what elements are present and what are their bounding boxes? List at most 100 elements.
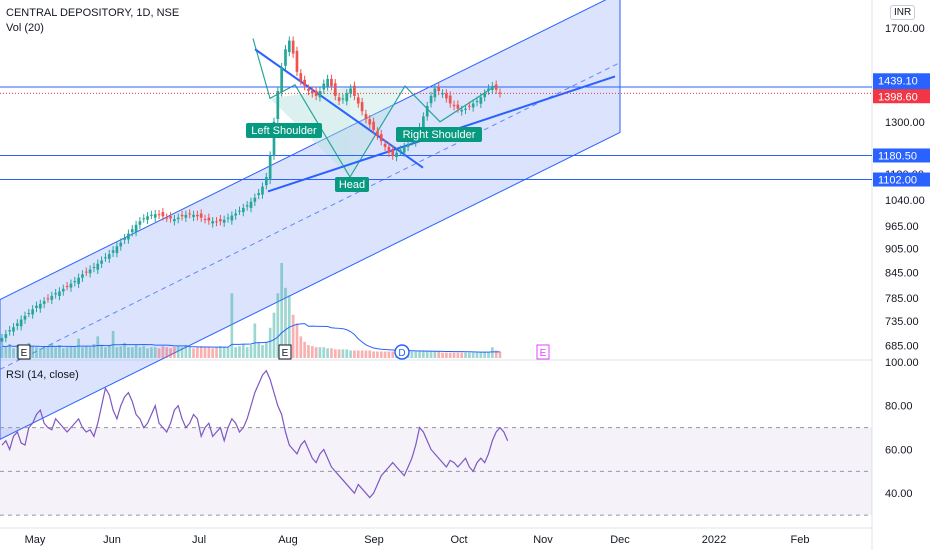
rsi-tick-label: 100.00 bbox=[885, 357, 919, 369]
time-tick-label: Dec bbox=[610, 534, 630, 546]
volume-bar bbox=[414, 351, 418, 358]
pattern-label: Head bbox=[339, 179, 365, 191]
price-tick-label: 845.00 bbox=[885, 267, 919, 279]
volume-bar bbox=[123, 342, 126, 358]
event-marker-label: E bbox=[282, 348, 289, 359]
volume-bar bbox=[199, 346, 203, 358]
volume-bar bbox=[372, 351, 375, 358]
candle-body bbox=[402, 146, 406, 153]
volume-bar bbox=[150, 347, 153, 358]
candle-body bbox=[127, 233, 130, 240]
pattern-labels: Left Shoulder Head Right Shoulder bbox=[246, 123, 482, 192]
candle-body bbox=[134, 224, 138, 232]
candle-body bbox=[54, 293, 57, 295]
event-marker-label: D bbox=[398, 348, 405, 359]
volume-bar bbox=[138, 347, 142, 358]
candle-body bbox=[241, 207, 245, 213]
volume-bar bbox=[69, 346, 73, 358]
volume-bar bbox=[441, 352, 444, 358]
volume-bar bbox=[169, 348, 172, 358]
candle-body bbox=[245, 205, 249, 207]
volume-bar bbox=[487, 352, 490, 358]
regression-channel bbox=[0, 0, 621, 440]
candle-body bbox=[46, 298, 50, 300]
volume-bar bbox=[264, 341, 268, 358]
candle-body bbox=[207, 217, 211, 221]
pattern-label: Right Shoulder bbox=[403, 129, 476, 141]
candle-body bbox=[257, 193, 261, 195]
candle-body bbox=[27, 313, 31, 315]
candle-body bbox=[487, 88, 490, 91]
volume-bar bbox=[119, 346, 123, 358]
time-axis: May Jun Jul Aug Sep Oct Nov Dec 2022 Feb bbox=[25, 534, 810, 546]
volume-bar bbox=[322, 347, 326, 358]
candle-body bbox=[345, 93, 349, 102]
volume-bar bbox=[383, 351, 387, 358]
candle-body bbox=[422, 116, 425, 131]
event-marker-label: E bbox=[21, 348, 28, 359]
candle-body bbox=[219, 219, 222, 222]
volume-bar bbox=[230, 293, 234, 358]
candle-body bbox=[441, 93, 444, 95]
volume-legend: Vol (20) bbox=[6, 22, 44, 34]
volume-bar bbox=[92, 343, 96, 358]
candle-body bbox=[479, 97, 483, 104]
candle-body bbox=[475, 100, 479, 103]
volume-ma-line bbox=[1, 323, 501, 353]
volume-bar bbox=[337, 349, 341, 358]
time-tick-label: Jun bbox=[103, 534, 121, 546]
volume-bar bbox=[326, 348, 329, 358]
volume-bar bbox=[291, 314, 295, 358]
volume-bar bbox=[77, 338, 80, 358]
candle-body bbox=[157, 214, 161, 216]
volume-bar bbox=[142, 346, 146, 358]
chart-grid bbox=[0, 0, 873, 550]
volume-bar bbox=[54, 347, 57, 358]
candle-body bbox=[429, 95, 433, 104]
volume-bar bbox=[387, 351, 391, 358]
volume-bar bbox=[471, 352, 475, 358]
volume-bar bbox=[318, 347, 322, 358]
volume-bar bbox=[188, 347, 192, 358]
candle-body bbox=[333, 83, 337, 96]
candle-body bbox=[391, 149, 395, 156]
volume-bar bbox=[257, 342, 261, 358]
volume-bar bbox=[0, 346, 4, 358]
volume-bar bbox=[115, 347, 119, 358]
candle-body bbox=[203, 219, 207, 221]
volume-bar bbox=[422, 350, 425, 358]
time-tick-label: Jul bbox=[192, 534, 206, 546]
price-tick-label: 1700.00 bbox=[885, 23, 925, 35]
event-marker: D bbox=[394, 344, 410, 360]
dividend-marker-shape bbox=[394, 344, 410, 360]
candle-body bbox=[253, 197, 257, 202]
volume-bar bbox=[425, 351, 429, 358]
event-marker: E bbox=[278, 344, 292, 360]
candle-body bbox=[19, 319, 23, 327]
candle-body bbox=[92, 266, 96, 269]
volume-bar bbox=[483, 351, 487, 358]
price-badge-label: 1180.50 bbox=[878, 150, 917, 162]
candle-body bbox=[326, 78, 329, 87]
candle-body bbox=[196, 214, 199, 217]
volume-bar bbox=[268, 327, 272, 358]
candle-body bbox=[368, 119, 372, 125]
candle-body bbox=[8, 330, 12, 332]
currency-badge[interactable]: INR bbox=[890, 5, 916, 20]
volume-bar bbox=[58, 345, 61, 358]
candle-body bbox=[23, 315, 27, 320]
candle-body bbox=[115, 246, 119, 254]
candle-body bbox=[150, 214, 153, 216]
candle-body bbox=[364, 114, 368, 120]
volume-bar bbox=[107, 345, 111, 358]
price-badge-label: 1398.60 bbox=[878, 91, 918, 103]
volume-bar bbox=[161, 346, 165, 358]
price-badge-bg bbox=[873, 89, 930, 104]
volume-bar bbox=[433, 351, 437, 358]
price-badge-bg bbox=[873, 172, 930, 187]
candle-body bbox=[349, 88, 352, 94]
candle-body bbox=[483, 93, 487, 98]
time-tick-label: 2022 bbox=[702, 534, 726, 546]
volume-bar bbox=[12, 348, 15, 358]
